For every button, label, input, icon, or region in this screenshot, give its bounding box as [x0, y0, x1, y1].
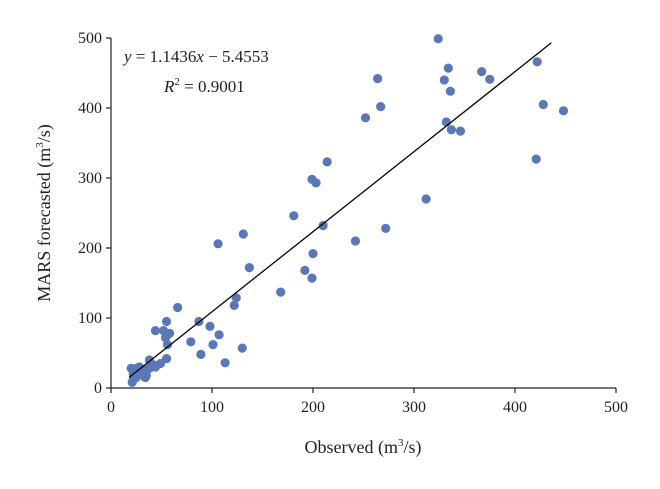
data-point: [289, 211, 299, 221]
y-tick-label: 100: [78, 310, 102, 327]
data-point: [307, 273, 317, 283]
x-tick-label: 400: [503, 399, 527, 416]
regression-annotation: y = 1.1436x − 5.4553 R2 = 0.9001: [122, 47, 269, 96]
data-point: [231, 293, 241, 303]
x-tick-label: 200: [301, 399, 325, 416]
data-point: [308, 249, 318, 259]
data-point: [376, 102, 386, 112]
data-point: [433, 34, 443, 44]
data-point: [421, 194, 431, 204]
x-tick-label: 300: [402, 399, 426, 416]
data-point: [214, 330, 224, 340]
data-point: [229, 300, 239, 310]
data-point: [140, 372, 150, 383]
data-point: [360, 113, 371, 123]
x-tick-label: 500: [604, 399, 628, 416]
data-point: [237, 343, 247, 353]
data-point: [443, 63, 453, 73]
y-tick-label: 200: [78, 240, 102, 257]
data-point: [300, 265, 310, 275]
data-points: [126, 34, 569, 387]
data-point: [128, 375, 138, 385]
data-point: [322, 157, 332, 167]
data-point: [134, 362, 144, 372]
data-point: [350, 236, 361, 246]
data-point: [538, 99, 548, 110]
y-axis-label: MARS forecasted (m3/s): [34, 124, 55, 301]
data-point: [160, 333, 171, 343]
y-axis-ticks: 0 100 200 300 400 500: [78, 30, 111, 397]
data-point: [485, 74, 495, 84]
data-point: [446, 125, 456, 135]
fit-line-group: [128, 42, 552, 378]
data-point: [186, 337, 196, 347]
data-point: [276, 287, 286, 297]
x-axis-ticks: 0 100 200 300 400 500: [107, 388, 628, 416]
y-tick-label: 300: [78, 170, 102, 187]
data-point: [220, 358, 230, 368]
data-point: [161, 316, 172, 327]
data-point: [213, 239, 223, 249]
data-point: [445, 86, 455, 96]
regression-equation: y = 1.1436x − 5.4553: [122, 47, 269, 66]
data-point: [318, 221, 328, 231]
y-tick-label: 400: [78, 100, 102, 117]
data-point: [205, 321, 215, 331]
data-point: [126, 363, 136, 373]
data-point: [439, 75, 449, 85]
data-point: [238, 229, 248, 239]
r-squared-label: R2 = 0.9001: [163, 76, 245, 96]
x-axis-label: Observed (m3/s): [305, 437, 422, 458]
data-point: [208, 340, 218, 350]
data-point: [150, 326, 161, 336]
x-tick-label: 100: [200, 399, 224, 416]
data-point: [558, 106, 569, 116]
data-point: [244, 263, 254, 273]
x-tick-label: 0: [107, 399, 115, 416]
data-point: [196, 349, 206, 359]
data-point: [311, 178, 321, 188]
y-tick-label: 0: [94, 380, 102, 397]
data-point: [531, 154, 541, 164]
data-point: [162, 340, 173, 350]
data-point: [373, 74, 383, 84]
data-point: [532, 57, 542, 67]
data-point: [173, 302, 183, 313]
data-point: [381, 223, 391, 233]
regression-line: [128, 42, 552, 378]
y-tick-label: 500: [78, 30, 102, 47]
data-point: [455, 126, 466, 136]
data-point: [477, 67, 487, 77]
